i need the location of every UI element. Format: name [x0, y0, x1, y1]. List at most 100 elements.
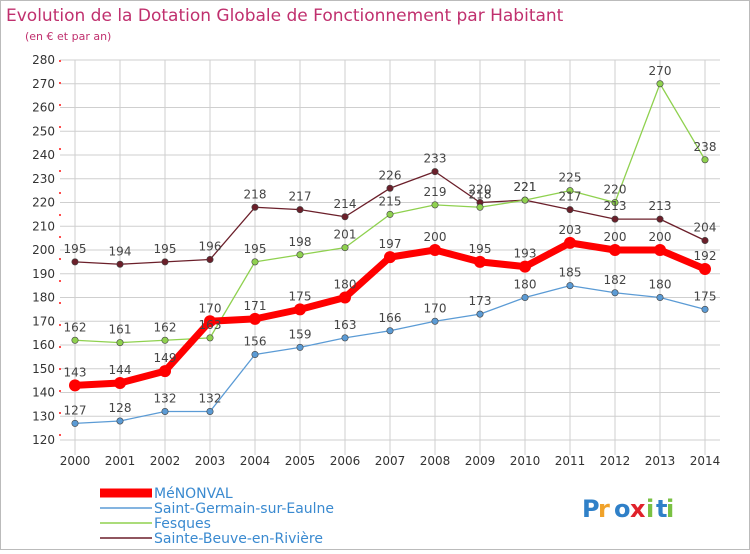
x-tick-label: 2012: [600, 454, 631, 468]
data-label: 226: [379, 168, 402, 182]
y-tick-label: 180: [32, 291, 55, 305]
data-label: 214: [334, 197, 357, 211]
data-label: 225: [559, 171, 582, 185]
y-tick-label: 230: [32, 172, 55, 186]
proxiti-logo: Pr o x i ti: [582, 495, 674, 523]
data-point: [116, 339, 124, 347]
data-label: 203: [559, 223, 582, 237]
data-point: [296, 343, 304, 351]
y-tick-label: 270: [32, 77, 55, 91]
logo-letter: t: [656, 495, 667, 523]
data-label: 200: [604, 230, 627, 244]
data-label: 198: [289, 235, 312, 249]
data-point: [431, 201, 439, 209]
data-label: 128: [109, 401, 132, 415]
x-tick-label: 2013: [645, 454, 676, 468]
data-label: 163: [334, 318, 357, 332]
data-label: 182: [604, 273, 627, 287]
data-point: [609, 244, 621, 256]
data-label: 144: [109, 363, 132, 377]
chart-subtitle: (en € et par an): [25, 30, 111, 43]
y-tick-label: 150: [32, 362, 55, 376]
data-label: 143: [64, 365, 87, 379]
data-label: 195: [469, 242, 492, 256]
x-tick-label: 2007: [375, 454, 406, 468]
data-point: [116, 417, 124, 425]
data-label: 166: [379, 311, 402, 325]
logo-letter: r: [598, 495, 610, 523]
x-tick-label: 2003: [195, 454, 226, 468]
series-lines: [69, 80, 711, 427]
data-label: 171: [244, 299, 267, 313]
x-tick-label: 2010: [510, 454, 541, 468]
data-label: 218: [244, 187, 267, 201]
x-tick-label: 2002: [150, 454, 181, 468]
data-point: [521, 293, 529, 301]
data-point: [71, 258, 79, 266]
data-point: [701, 237, 709, 245]
logo-letter: i: [646, 495, 654, 523]
chart-title: Evolution de la Dotation Globale de Fonc…: [6, 6, 564, 26]
legend-label: Saint-Germain-sur-Eaulne: [154, 501, 334, 517]
data-label: 195: [154, 242, 177, 256]
legend-label: MéNONVAL: [154, 486, 233, 502]
data-label: 238: [694, 140, 717, 154]
data-point: [656, 215, 664, 223]
x-tick-label: 2004: [240, 454, 271, 468]
data-label: 196: [199, 240, 222, 254]
logo-letter: P: [582, 495, 600, 523]
data-label: 175: [694, 289, 717, 303]
y-tick-label: 250: [32, 124, 55, 138]
axes: 120 130 140 150 160 170 180 190 200 210 220 230 240 2…: [32, 53, 720, 468]
data-label: 233: [424, 152, 447, 166]
data-label: 163: [199, 318, 222, 332]
y-tick-label: 240: [32, 148, 55, 162]
y-tick-label: 130: [32, 409, 55, 423]
data-point: [249, 312, 261, 325]
data-point: [296, 251, 304, 259]
logo-letter: i: [666, 495, 674, 523]
data-point: [701, 305, 709, 313]
logo-letter: x: [630, 495, 646, 523]
data-point: [566, 206, 574, 214]
data-label: 193: [514, 247, 537, 261]
data-point: [161, 407, 169, 415]
data-label: 180: [334, 278, 357, 292]
data-point: [339, 291, 351, 304]
legend: MéNONVALSaint-Germain-sur-EaulneFesquesS…: [100, 486, 334, 547]
data-point: [564, 236, 576, 249]
data-point: [341, 334, 349, 342]
y-tick-label: 280: [32, 53, 55, 67]
data-label: 217: [559, 190, 582, 204]
data-point: [161, 258, 169, 266]
y-tick-label: 160: [32, 338, 55, 352]
x-tick-label: 2009: [465, 454, 496, 468]
data-point: [431, 168, 439, 176]
x-tick-label: 2008: [420, 454, 451, 468]
data-point: [384, 251, 396, 264]
data-label: 204: [694, 221, 717, 235]
data-point: [116, 260, 124, 268]
data-label: 220: [604, 183, 627, 197]
data-point: [386, 327, 394, 335]
y-tick-label: 200: [32, 243, 55, 257]
x-tick-label: 2006: [330, 454, 361, 468]
data-label: 170: [199, 301, 222, 315]
data-point: [159, 365, 171, 378]
data-point: [611, 199, 619, 207]
data-label: 197: [379, 237, 402, 251]
data-point: [341, 213, 349, 221]
data-point: [251, 203, 259, 211]
x-tick-label: 2000: [60, 454, 91, 468]
data-point: [476, 203, 484, 211]
y-tick-label: 260: [32, 101, 55, 115]
data-point: [521, 196, 529, 204]
data-label: 132: [154, 392, 177, 406]
data-point: [656, 80, 664, 88]
data-point: [566, 187, 574, 195]
data-label: 170: [424, 301, 447, 315]
data-label: 185: [559, 266, 582, 280]
data-point: [114, 377, 126, 389]
data-point: [474, 255, 486, 268]
